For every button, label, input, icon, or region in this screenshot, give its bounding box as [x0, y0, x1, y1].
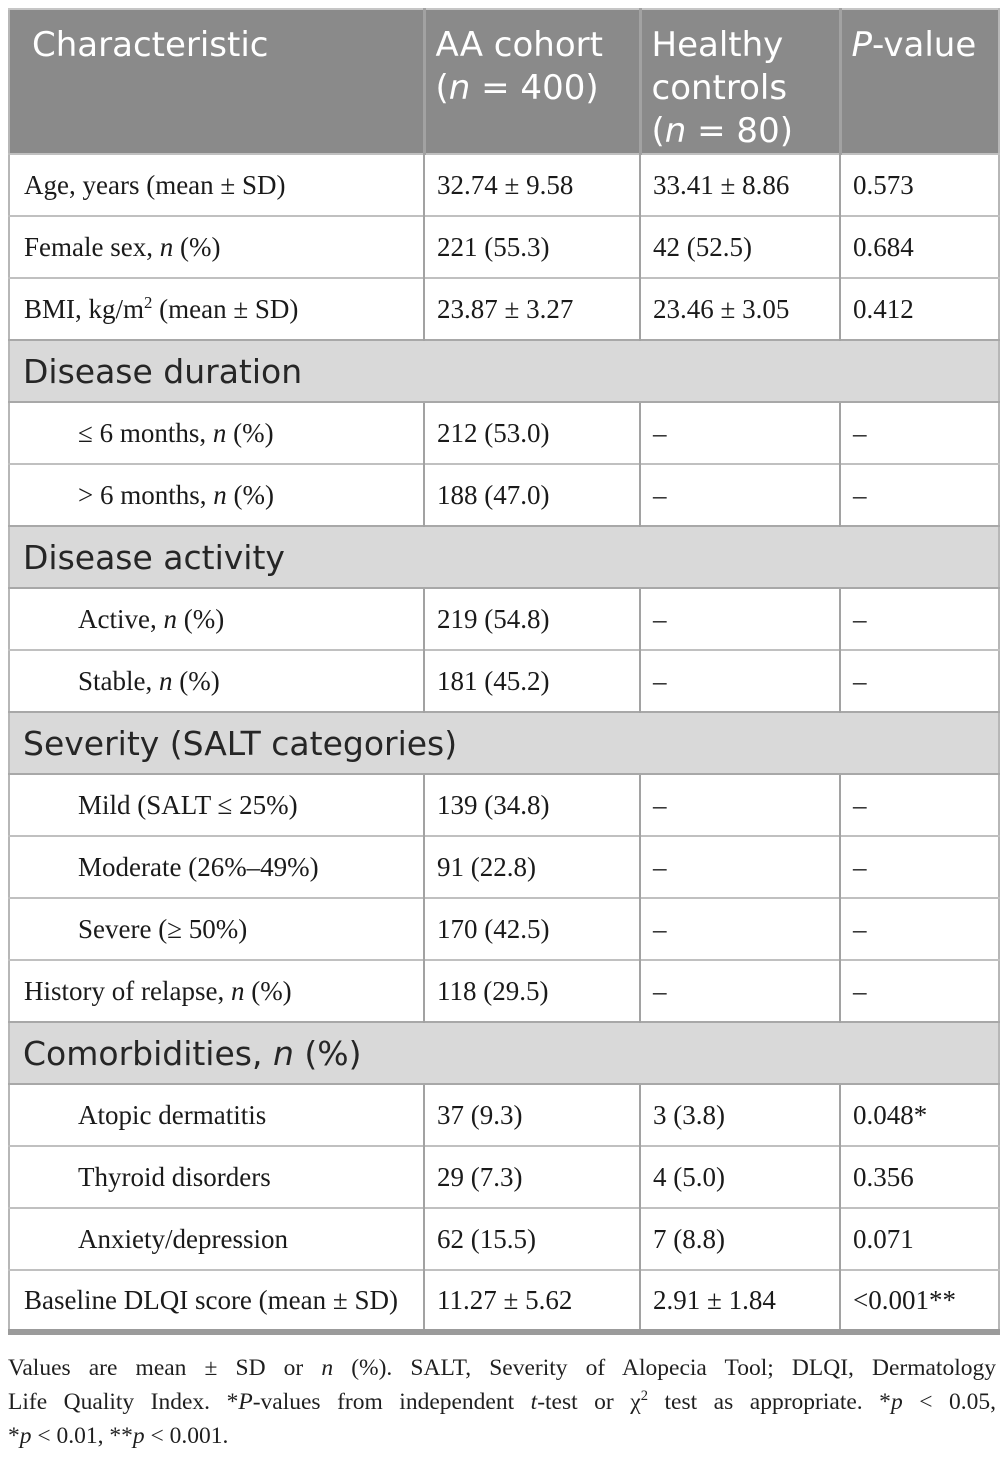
column-header-healthy-controls: Healthy controls (n = 80)	[638, 9, 840, 154]
aa-cohort-cell: 37 (9.3)	[423, 1083, 640, 1146]
p-value-cell: –	[839, 835, 999, 898]
healthy-controls-cell: 33.41 ± 8.86	[639, 153, 840, 216]
healthy-controls-cell: 42 (52.5)	[639, 215, 840, 278]
table-row-duration-le-6-months: ≤ 6 months, n (%) 212 (53.0) – –	[9, 401, 999, 464]
p-value-cell: –	[839, 649, 999, 712]
section-label-severity-salt-categories: Severity (SALT categories)	[9, 711, 999, 775]
characteristic-cell: Anxiety/depression	[9, 1207, 424, 1270]
column-header-aa-cohort: AA cohort (n = 400)	[422, 9, 640, 154]
p-value-cell: –	[839, 401, 999, 464]
section-label-disease-duration: Disease duration	[9, 339, 999, 403]
characteristic-cell: Baseline DLQI score (mean ± SD)	[9, 1269, 424, 1332]
characteristic-cell: Severe (≥ 50%)	[9, 897, 424, 960]
characteristic-cell: History of relapse, n (%)	[9, 959, 424, 1022]
table-row-bmi: BMI, kg/m2 (mean ± SD) 23.87 ± 3.27 23.46 …	[9, 277, 999, 340]
column-header-p-value: P-value	[838, 9, 999, 154]
table-row-atopic-dermatitis: Atopic dermatitis 37 (9.3) 3 (3.8) 0.048*	[9, 1083, 999, 1146]
healthy-controls-cell: 2.91 ± 1.84	[639, 1269, 840, 1332]
healthy-controls-cell: –	[639, 401, 840, 464]
table-row-anxiety-depression: Anxiety/depression 62 (15.5) 7 (8.8) 0.071	[9, 1207, 999, 1270]
table-row-age: Age, years (mean ± SD) 32.74 ± 9.58 33.41 …	[9, 153, 999, 216]
p-value-cell: 0.048*	[839, 1083, 999, 1146]
p-value-cell: 0.356	[839, 1145, 999, 1208]
aa-cohort-cell: 29 (7.3)	[423, 1145, 640, 1208]
footnote-line-3: *p < 0.01, **p < 0.001.	[8, 1423, 229, 1449]
table-row-mild: Mild (SALT ≤ 25%) 139 (34.8) – –	[9, 773, 999, 836]
table-row-active: Active, n (%) 219 (54.8) – –	[9, 587, 999, 650]
p-value-cell: 0.071	[839, 1207, 999, 1270]
aa-cohort-cell: 181 (45.2)	[423, 649, 640, 712]
table-row-baseline-dlqi: Baseline DLQI score (mean ± SD) 11.27 ± 5…	[9, 1269, 999, 1332]
table-row-history-of-relapse: History of relapse, n (%) 118 (29.5) – –	[9, 959, 999, 1022]
p-value-cell: <0.001**	[839, 1269, 999, 1332]
aa-cohort-cell: 170 (42.5)	[423, 897, 640, 960]
characteristic-cell: Age, years (mean ± SD)	[9, 153, 424, 216]
characteristic-cell: Atopic dermatitis	[9, 1083, 424, 1146]
aa-cohort-cell: 139 (34.8)	[423, 773, 640, 836]
section-label-comorbidities: Comorbidities, n (%)	[9, 1021, 999, 1085]
healthy-controls-cell: –	[639, 587, 840, 650]
table-body: Age, years (mean ± SD) 32.74 ± 9.58 33.41 …	[9, 153, 999, 1332]
characteristic-cell: > 6 months, n (%)	[9, 463, 424, 526]
healthy-controls-cell: –	[639, 835, 840, 898]
p-value-cell: 0.573	[839, 153, 999, 216]
healthy-controls-cell: –	[639, 959, 840, 1022]
healthy-controls-cell: 23.46 ± 3.05	[639, 277, 840, 340]
aa-cohort-cell: 221 (55.3)	[423, 215, 640, 278]
aa-cohort-cell: 212 (53.0)	[423, 401, 640, 464]
aa-cohort-cell: 188 (47.0)	[423, 463, 640, 526]
healthy-controls-cell: –	[639, 649, 840, 712]
characteristic-cell: Active, n (%)	[9, 587, 424, 650]
table-row-severe: Severe (≥ 50%) 170 (42.5) – –	[9, 897, 999, 960]
healthy-controls-cell: –	[639, 897, 840, 960]
characteristic-cell: BMI, kg/m2 (mean ± SD)	[9, 277, 424, 340]
characteristic-cell: Female sex, n (%)	[9, 215, 424, 278]
table-row-thyroid-disorders: Thyroid disorders 29 (7.3) 4 (5.0) 0.356	[9, 1145, 999, 1208]
aa-cohort-cell: 11.27 ± 5.62	[423, 1269, 640, 1332]
characteristic-cell: Thyroid disorders	[9, 1145, 424, 1208]
aa-cohort-cell: 32.74 ± 9.58	[423, 153, 640, 216]
characteristic-cell: Moderate (26%–49%)	[9, 835, 424, 898]
footnote-line-1: Values are mean ± SD or n (%). SALT, Sev…	[8, 1355, 996, 1381]
p-value-cell: –	[839, 959, 999, 1022]
table-row-duration-gt-6-months: > 6 months, n (%) 188 (47.0) – –	[9, 463, 999, 526]
section-row-severity-salt-categories: Severity (SALT categories)	[9, 711, 999, 775]
section-row-comorbidities: Comorbidities, n (%)	[9, 1021, 999, 1085]
aa-cohort-cell: 219 (54.8)	[423, 587, 640, 650]
table-row-female-sex: Female sex, n (%) 221 (55.3) 42 (52.5) 0.68…	[9, 215, 999, 278]
p-value-cell: –	[839, 587, 999, 650]
section-row-disease-activity: Disease activity	[9, 525, 999, 589]
healthy-controls-cell: 7 (8.8)	[639, 1207, 840, 1270]
section-label-disease-activity: Disease activity	[9, 525, 999, 589]
baseline-characteristics-table: Characteristic AA cohort (n = 400) Health…	[8, 8, 1000, 1335]
column-header-characteristic: Characteristic	[9, 9, 424, 154]
table-row-moderate: Moderate (26%–49%) 91 (22.8) – –	[9, 835, 999, 898]
aa-cohort-cell: 62 (15.5)	[423, 1207, 640, 1270]
table-header-row: Characteristic AA cohort (n = 400) Health…	[9, 9, 999, 154]
aa-cohort-cell: 118 (29.5)	[423, 959, 640, 1022]
p-value-cell: –	[839, 463, 999, 526]
healthy-controls-cell: –	[639, 463, 840, 526]
p-value-cell: –	[839, 897, 999, 960]
p-value-cell: 0.684	[839, 215, 999, 278]
characteristic-cell: Mild (SALT ≤ 25%)	[9, 773, 424, 836]
table-row-stable: Stable, n (%) 181 (45.2) – –	[9, 649, 999, 712]
section-row-disease-duration: Disease duration	[9, 339, 999, 403]
healthy-controls-cell: 4 (5.0)	[639, 1145, 840, 1208]
p-value-cell: –	[839, 773, 999, 836]
p-value-cell: 0.412	[839, 277, 999, 340]
healthy-controls-cell: 3 (3.8)	[639, 1083, 840, 1146]
aa-cohort-cell: 23.87 ± 3.27	[423, 277, 640, 340]
table-footnote: Values are mean ± SD or n (%). SALT, Sev…	[8, 1351, 996, 1453]
footnote-line-2: Life Quality Index. *P-values from indep…	[8, 1388, 996, 1415]
healthy-controls-cell: –	[639, 773, 840, 836]
characteristic-cell: ≤ 6 months, n (%)	[9, 401, 424, 464]
aa-cohort-cell: 91 (22.8)	[423, 835, 640, 898]
characteristic-cell: Stable, n (%)	[9, 649, 424, 712]
